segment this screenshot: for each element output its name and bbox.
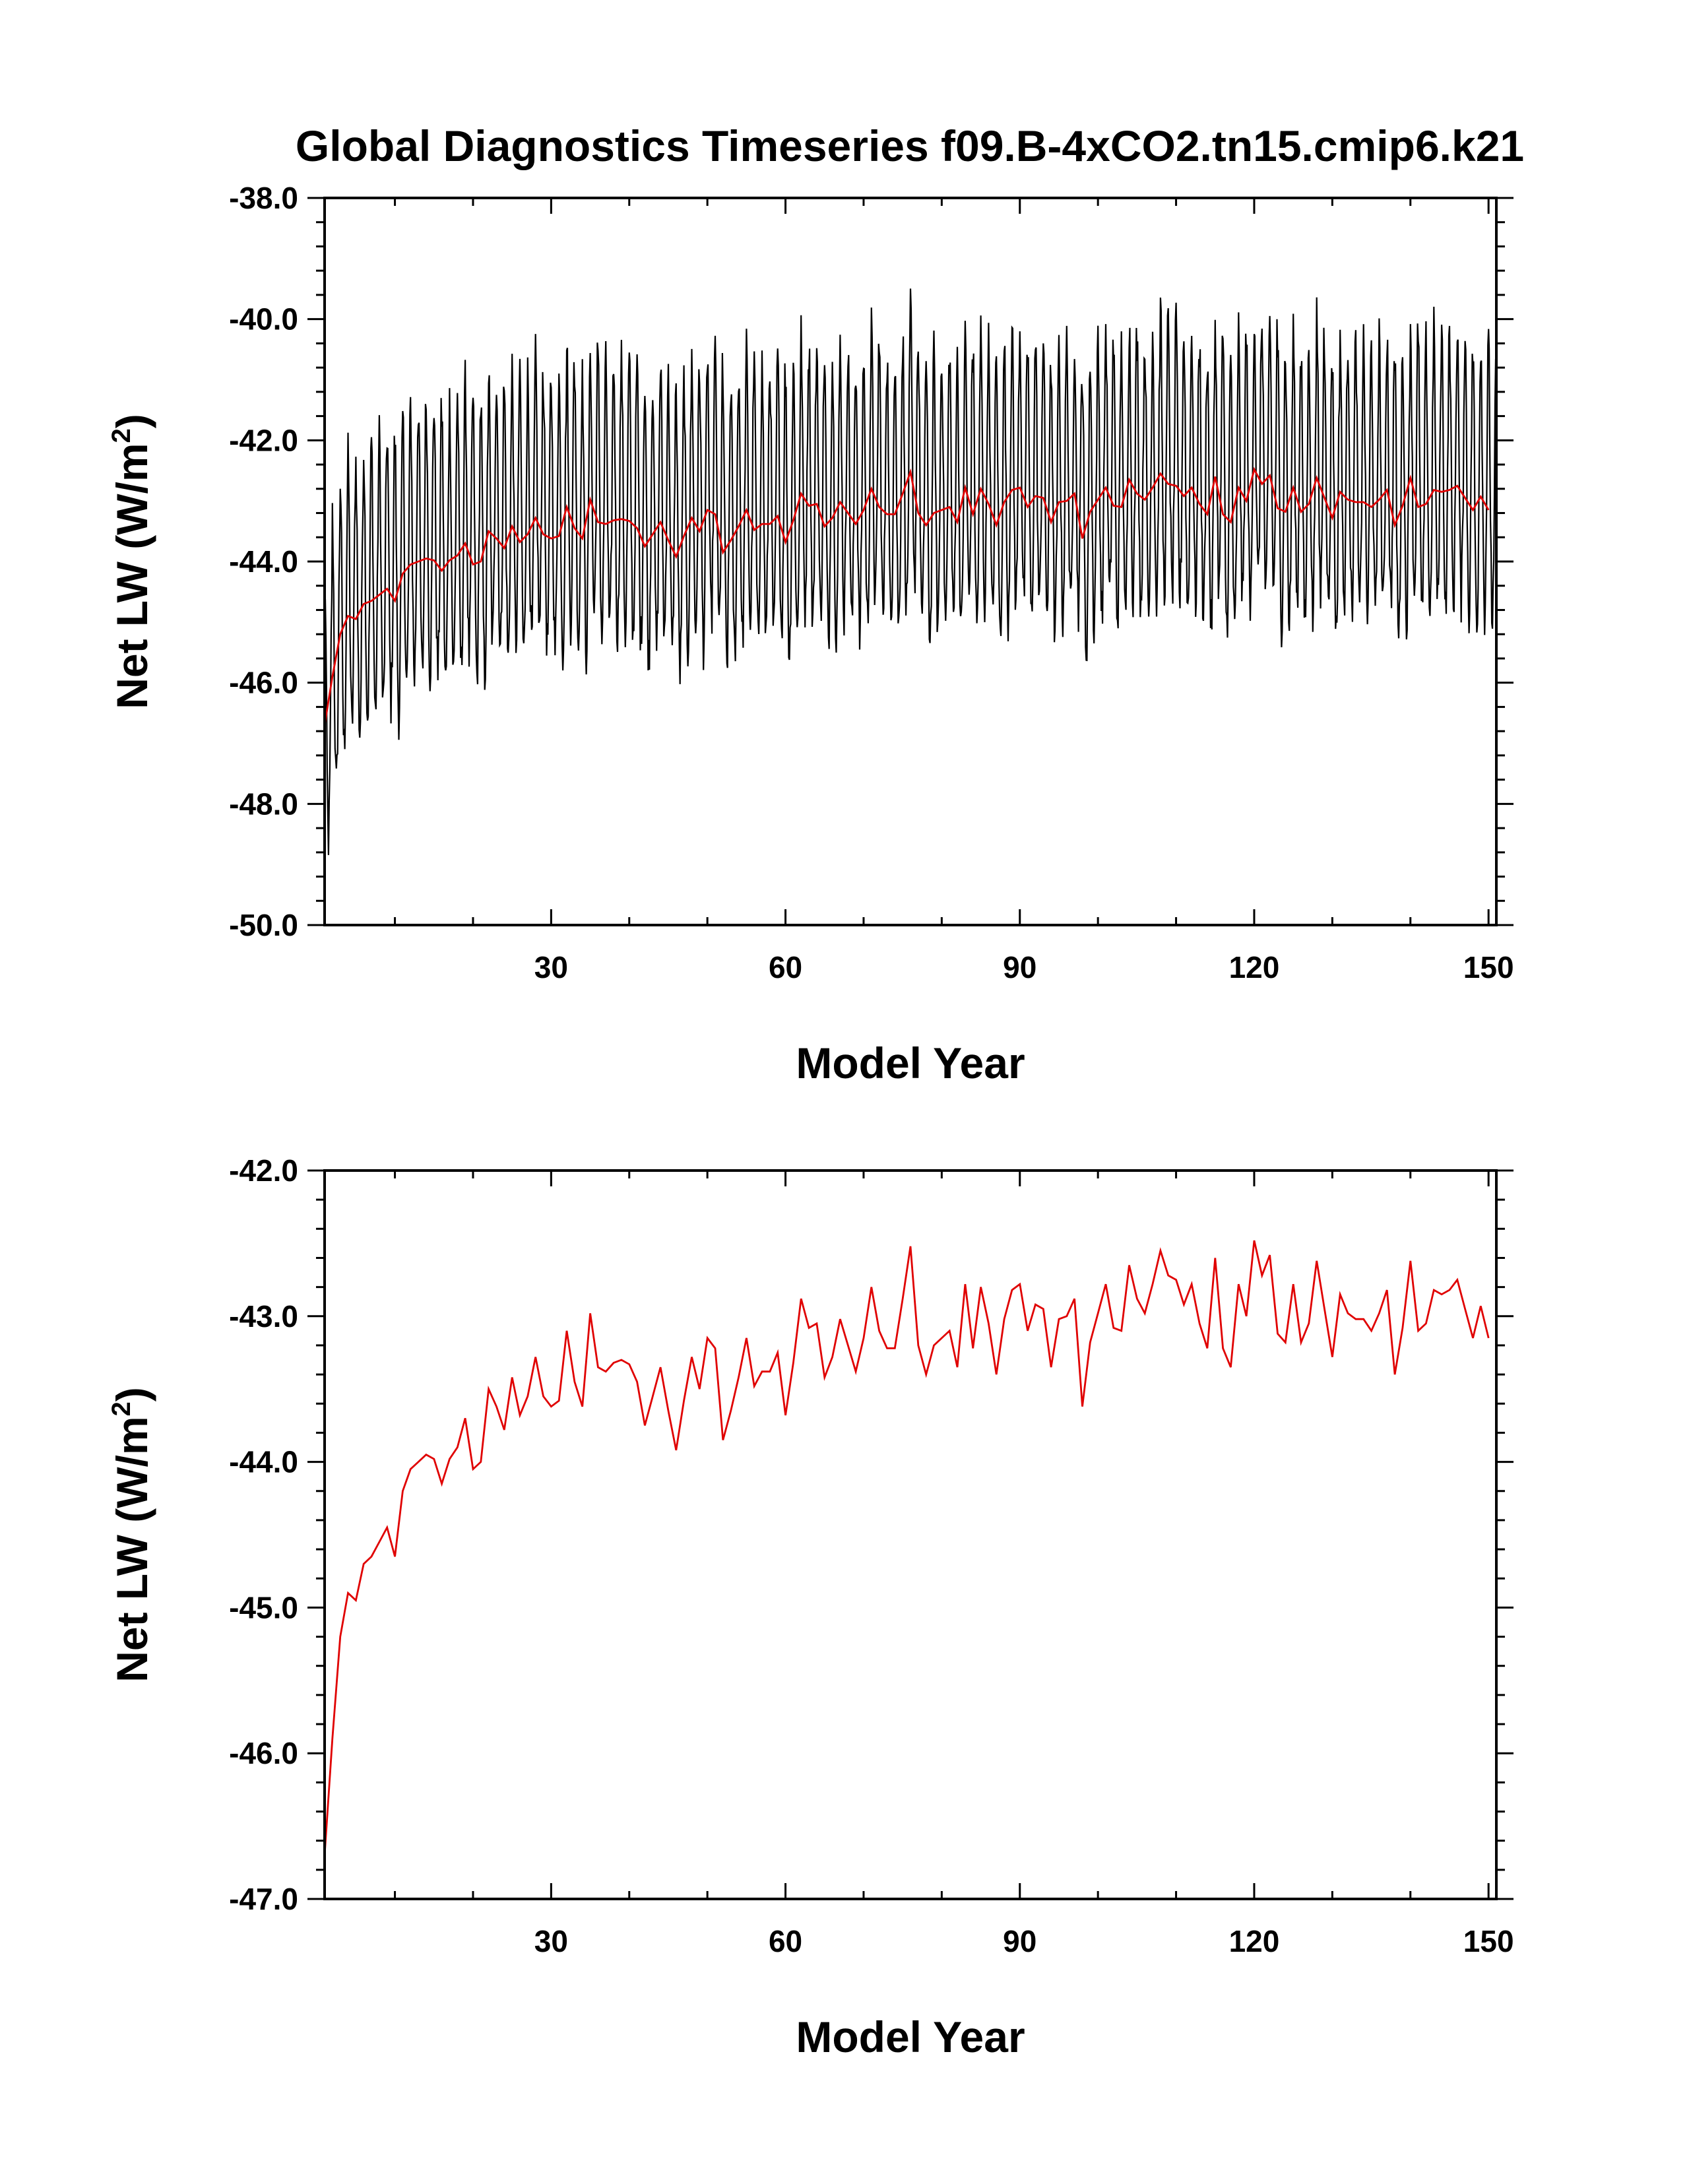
top-y-axis-title-superscript: 2 xyxy=(107,428,136,443)
top-y-tick-label: -44.0 xyxy=(229,544,298,579)
figure-title: Global Diagnostics Timeseries f09.B-4xCO… xyxy=(296,121,1524,170)
bottom-y-tick-label: -45.0 xyxy=(229,1590,298,1624)
bottom-x-tick-label: 30 xyxy=(534,1924,568,1958)
bottom-y-tick-label: -46.0 xyxy=(229,1736,298,1770)
bottom-y-tick-label: -43.0 xyxy=(229,1299,298,1333)
top-y-tick-label: -38.0 xyxy=(229,181,298,215)
bottom-y-tick-label: -42.0 xyxy=(229,1153,298,1188)
top-ticks: 30 60 90 120 150 -50.0 -48.0 -46.0 -44.0 -42.0 -40… xyxy=(229,181,1514,984)
top-y-tick-label: -48.0 xyxy=(229,787,298,821)
bottom-x-tick-label: 150 xyxy=(1463,1924,1514,1958)
bottom-x-axis-title: Model Year xyxy=(796,2012,1025,2061)
top-y-tick-label: -40.0 xyxy=(229,302,298,337)
bottom-x-tick-label: 90 xyxy=(1003,1924,1036,1958)
top-panel: 30 60 90 120 150 -50.0 -48.0 -46.0 -44.0 -42.0 -40… xyxy=(107,181,1514,1087)
top-y-tick-label: -50.0 xyxy=(229,908,298,942)
top-x-tick-label: 90 xyxy=(1003,950,1036,984)
bottom-y-tick-label: -47.0 xyxy=(229,1882,298,1916)
top-y-axis-title-main: Net LW (W/m xyxy=(108,443,156,709)
top-x-tick-label: 60 xyxy=(769,950,802,984)
top-monthly-series-line xyxy=(323,288,1497,919)
top-annual-series-line xyxy=(323,466,1490,726)
top-x-axis-title: Model Year xyxy=(796,1039,1025,1087)
top-x-tick-label: 120 xyxy=(1229,950,1280,984)
bottom-y-axis-title-end: ) xyxy=(108,1387,156,1401)
bottom-y-axis-title: Net LW (W/m2) xyxy=(107,1387,156,1683)
top-x-tick-label: 150 xyxy=(1463,950,1514,984)
bottom-panel: 30 60 90 120 150 -47.0 -46.0 -45.0 -44.0 -43.0 -42… xyxy=(107,1153,1514,2061)
top-y-axis-title: Net LW (W/m2) xyxy=(107,414,156,709)
top-y-tick-label: -42.0 xyxy=(229,423,298,457)
bottom-annual-series-line xyxy=(323,1240,1490,1855)
bottom-y-axis-title-main: Net LW (W/m xyxy=(108,1416,156,1682)
bottom-x-tick-label: 120 xyxy=(1229,1924,1280,1958)
top-y-tick-label: -46.0 xyxy=(229,666,298,700)
bottom-y-axis-title-superscript: 2 xyxy=(107,1401,136,1416)
bottom-plot-lines xyxy=(323,1240,1490,1855)
bottom-x-tick-label: 60 xyxy=(769,1924,802,1958)
top-plot-lines xyxy=(323,288,1497,919)
top-x-tick-label: 30 xyxy=(534,950,568,984)
bottom-plot-frame xyxy=(323,1169,1498,1900)
bottom-ticks: 30 60 90 120 150 -47.0 -46.0 -45.0 -44.0 -43.0 -42… xyxy=(229,1153,1514,1958)
bottom-y-tick-label: -44.0 xyxy=(229,1445,298,1479)
top-y-axis-title-end: ) xyxy=(108,414,156,428)
